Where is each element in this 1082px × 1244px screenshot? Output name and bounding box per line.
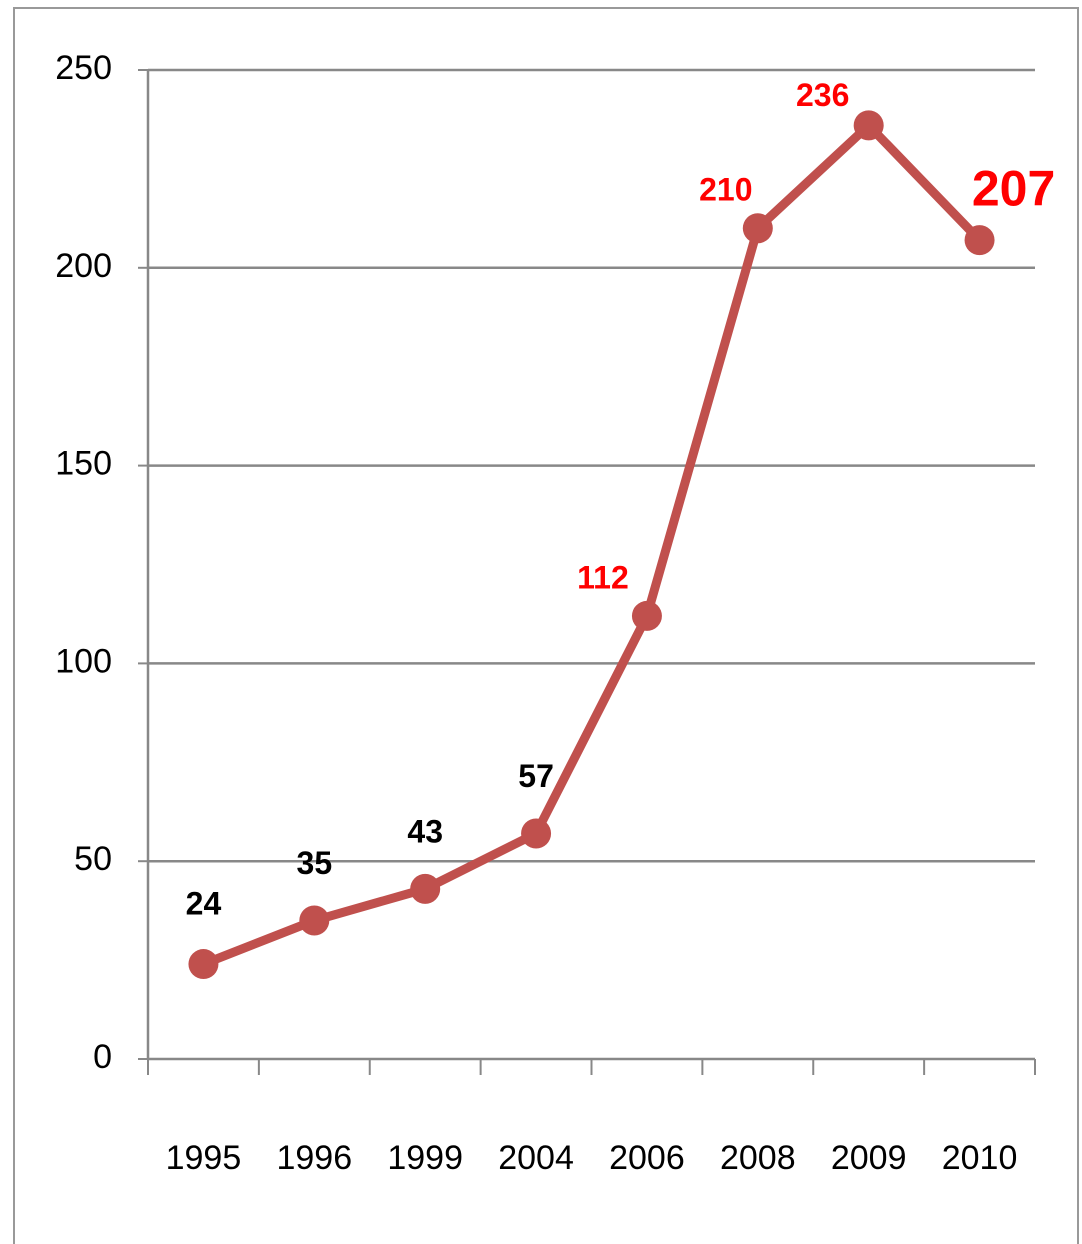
- x-tick-label: 2009: [831, 1139, 907, 1177]
- data-label: 112: [577, 559, 629, 595]
- marker: [742, 213, 773, 244]
- line: [201, 120, 983, 969]
- marker: [299, 905, 330, 936]
- data-label: 57: [518, 758, 554, 794]
- marker: [631, 600, 662, 631]
- x-tick-label: 2008: [720, 1139, 796, 1177]
- data-label: 210: [699, 172, 752, 208]
- x-tick-label: 1999: [387, 1139, 463, 1177]
- marker: [410, 873, 441, 904]
- y-tick-label: 250: [55, 49, 112, 87]
- data-label: 35: [297, 845, 333, 881]
- marker: [853, 110, 884, 141]
- y-tick-label: 150: [55, 445, 112, 483]
- data-label: 43: [407, 813, 443, 849]
- y-tick-label: 50: [74, 840, 112, 878]
- x-tick-label: 2006: [609, 1139, 685, 1177]
- marker: [521, 818, 552, 849]
- x-tick-label: 1996: [276, 1139, 352, 1177]
- chart-frame: [13, 7, 1079, 1244]
- x-tick-label: 2004: [498, 1139, 574, 1177]
- y-tick-label: 0: [93, 1038, 112, 1076]
- data-label: 207: [972, 160, 1055, 216]
- marker: [964, 225, 995, 256]
- x-tick-label: 1995: [166, 1139, 242, 1177]
- x-tick-label: 2010: [942, 1139, 1018, 1177]
- marker: [188, 949, 219, 980]
- y-tick-label: 200: [55, 247, 112, 285]
- y-tick-label: 100: [55, 642, 112, 680]
- data-label: 24: [186, 886, 222, 922]
- data-label: 236: [796, 77, 849, 113]
